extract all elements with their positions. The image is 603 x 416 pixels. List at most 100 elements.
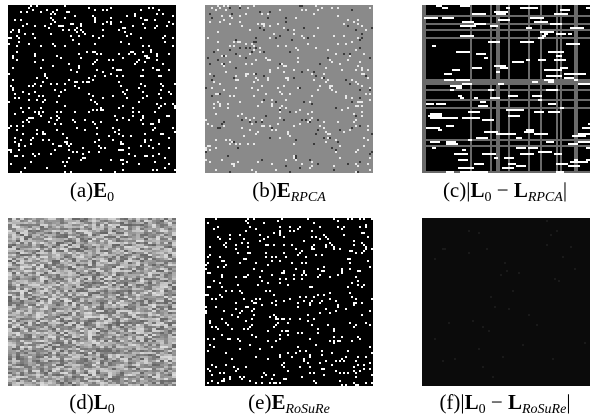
pixel <box>60 340 64 342</box>
pixel <box>104 262 108 264</box>
pixel <box>215 9 217 11</box>
pixel <box>164 272 168 274</box>
pixel <box>104 228 108 230</box>
pixel <box>88 338 92 340</box>
pixel <box>261 280 263 282</box>
pixel <box>60 324 64 326</box>
pixel <box>44 284 48 286</box>
pixel <box>148 220 152 222</box>
pixel <box>40 85 42 87</box>
pixel <box>84 340 88 342</box>
pixel <box>136 304 140 306</box>
pixel <box>128 232 132 234</box>
pixel <box>86 51 88 53</box>
pixel <box>329 298 331 300</box>
pixel <box>526 129 534 131</box>
pixel <box>239 234 241 236</box>
pixel <box>12 296 16 298</box>
pixel <box>136 326 140 328</box>
pixel <box>152 344 156 346</box>
pixel <box>80 264 84 266</box>
pixel <box>124 222 128 224</box>
pixel <box>211 364 213 366</box>
pixel <box>209 145 211 147</box>
pixel <box>136 308 140 310</box>
pixel <box>100 236 104 238</box>
pixel <box>108 272 112 274</box>
pixel <box>52 338 56 340</box>
pixel <box>84 310 88 312</box>
pixel <box>164 310 168 312</box>
pixel <box>8 240 12 242</box>
pixel <box>144 139 146 141</box>
pixel <box>96 304 100 306</box>
pixel <box>72 236 76 238</box>
pixel <box>108 334 112 336</box>
pixel <box>16 326 20 328</box>
pixel <box>172 222 176 224</box>
pixel <box>88 328 92 330</box>
pixel <box>160 366 164 368</box>
pixel <box>144 304 148 306</box>
pixel <box>335 310 337 312</box>
pixel <box>146 19 148 21</box>
pixel <box>100 278 104 280</box>
pixel <box>80 358 84 360</box>
pixel <box>221 123 223 125</box>
pixel <box>128 119 130 121</box>
pixel <box>20 314 24 316</box>
pixel <box>124 374 128 376</box>
pixel <box>48 224 52 226</box>
pixel <box>44 236 48 238</box>
pixel <box>120 256 124 258</box>
pixel <box>152 268 156 270</box>
pixel <box>120 21 122 23</box>
pixel <box>259 51 261 53</box>
pixel <box>12 246 16 248</box>
pixel <box>64 224 68 226</box>
pixel <box>140 356 144 358</box>
pixel <box>84 350 88 352</box>
pixel <box>56 326 60 328</box>
pixel <box>104 376 108 378</box>
pixel <box>126 35 128 37</box>
pixel <box>76 81 78 83</box>
pixel <box>68 380 72 382</box>
pixel <box>88 358 92 360</box>
pixel <box>160 382 164 384</box>
pixel <box>92 310 96 312</box>
pixel <box>124 324 128 326</box>
pixel <box>64 252 68 254</box>
pixel <box>18 145 20 147</box>
pixel <box>20 376 24 378</box>
pixel <box>40 107 42 109</box>
pixel <box>369 93 371 95</box>
pixel <box>80 256 84 258</box>
pixel <box>48 340 52 342</box>
pixel <box>156 220 160 222</box>
pixel <box>239 7 241 9</box>
pixel <box>52 288 56 290</box>
pixel <box>36 264 40 266</box>
pixel <box>110 17 112 19</box>
pixel <box>241 127 243 129</box>
pixel <box>96 242 100 244</box>
pixel <box>48 310 52 312</box>
pixel <box>48 316 52 318</box>
pixel <box>96 318 100 320</box>
pixel <box>10 151 12 153</box>
pixel <box>229 45 231 47</box>
pixel <box>148 300 152 302</box>
pixel <box>16 302 20 304</box>
pixel <box>215 326 217 328</box>
pixel <box>144 268 148 270</box>
pixel <box>28 246 32 248</box>
pixel <box>52 11 54 13</box>
pixel <box>215 169 217 171</box>
pixel <box>24 316 28 318</box>
pixel <box>102 29 104 31</box>
pixel <box>422 145 590 147</box>
pixel <box>136 380 140 382</box>
pixel <box>160 350 164 352</box>
pixel <box>84 344 88 346</box>
